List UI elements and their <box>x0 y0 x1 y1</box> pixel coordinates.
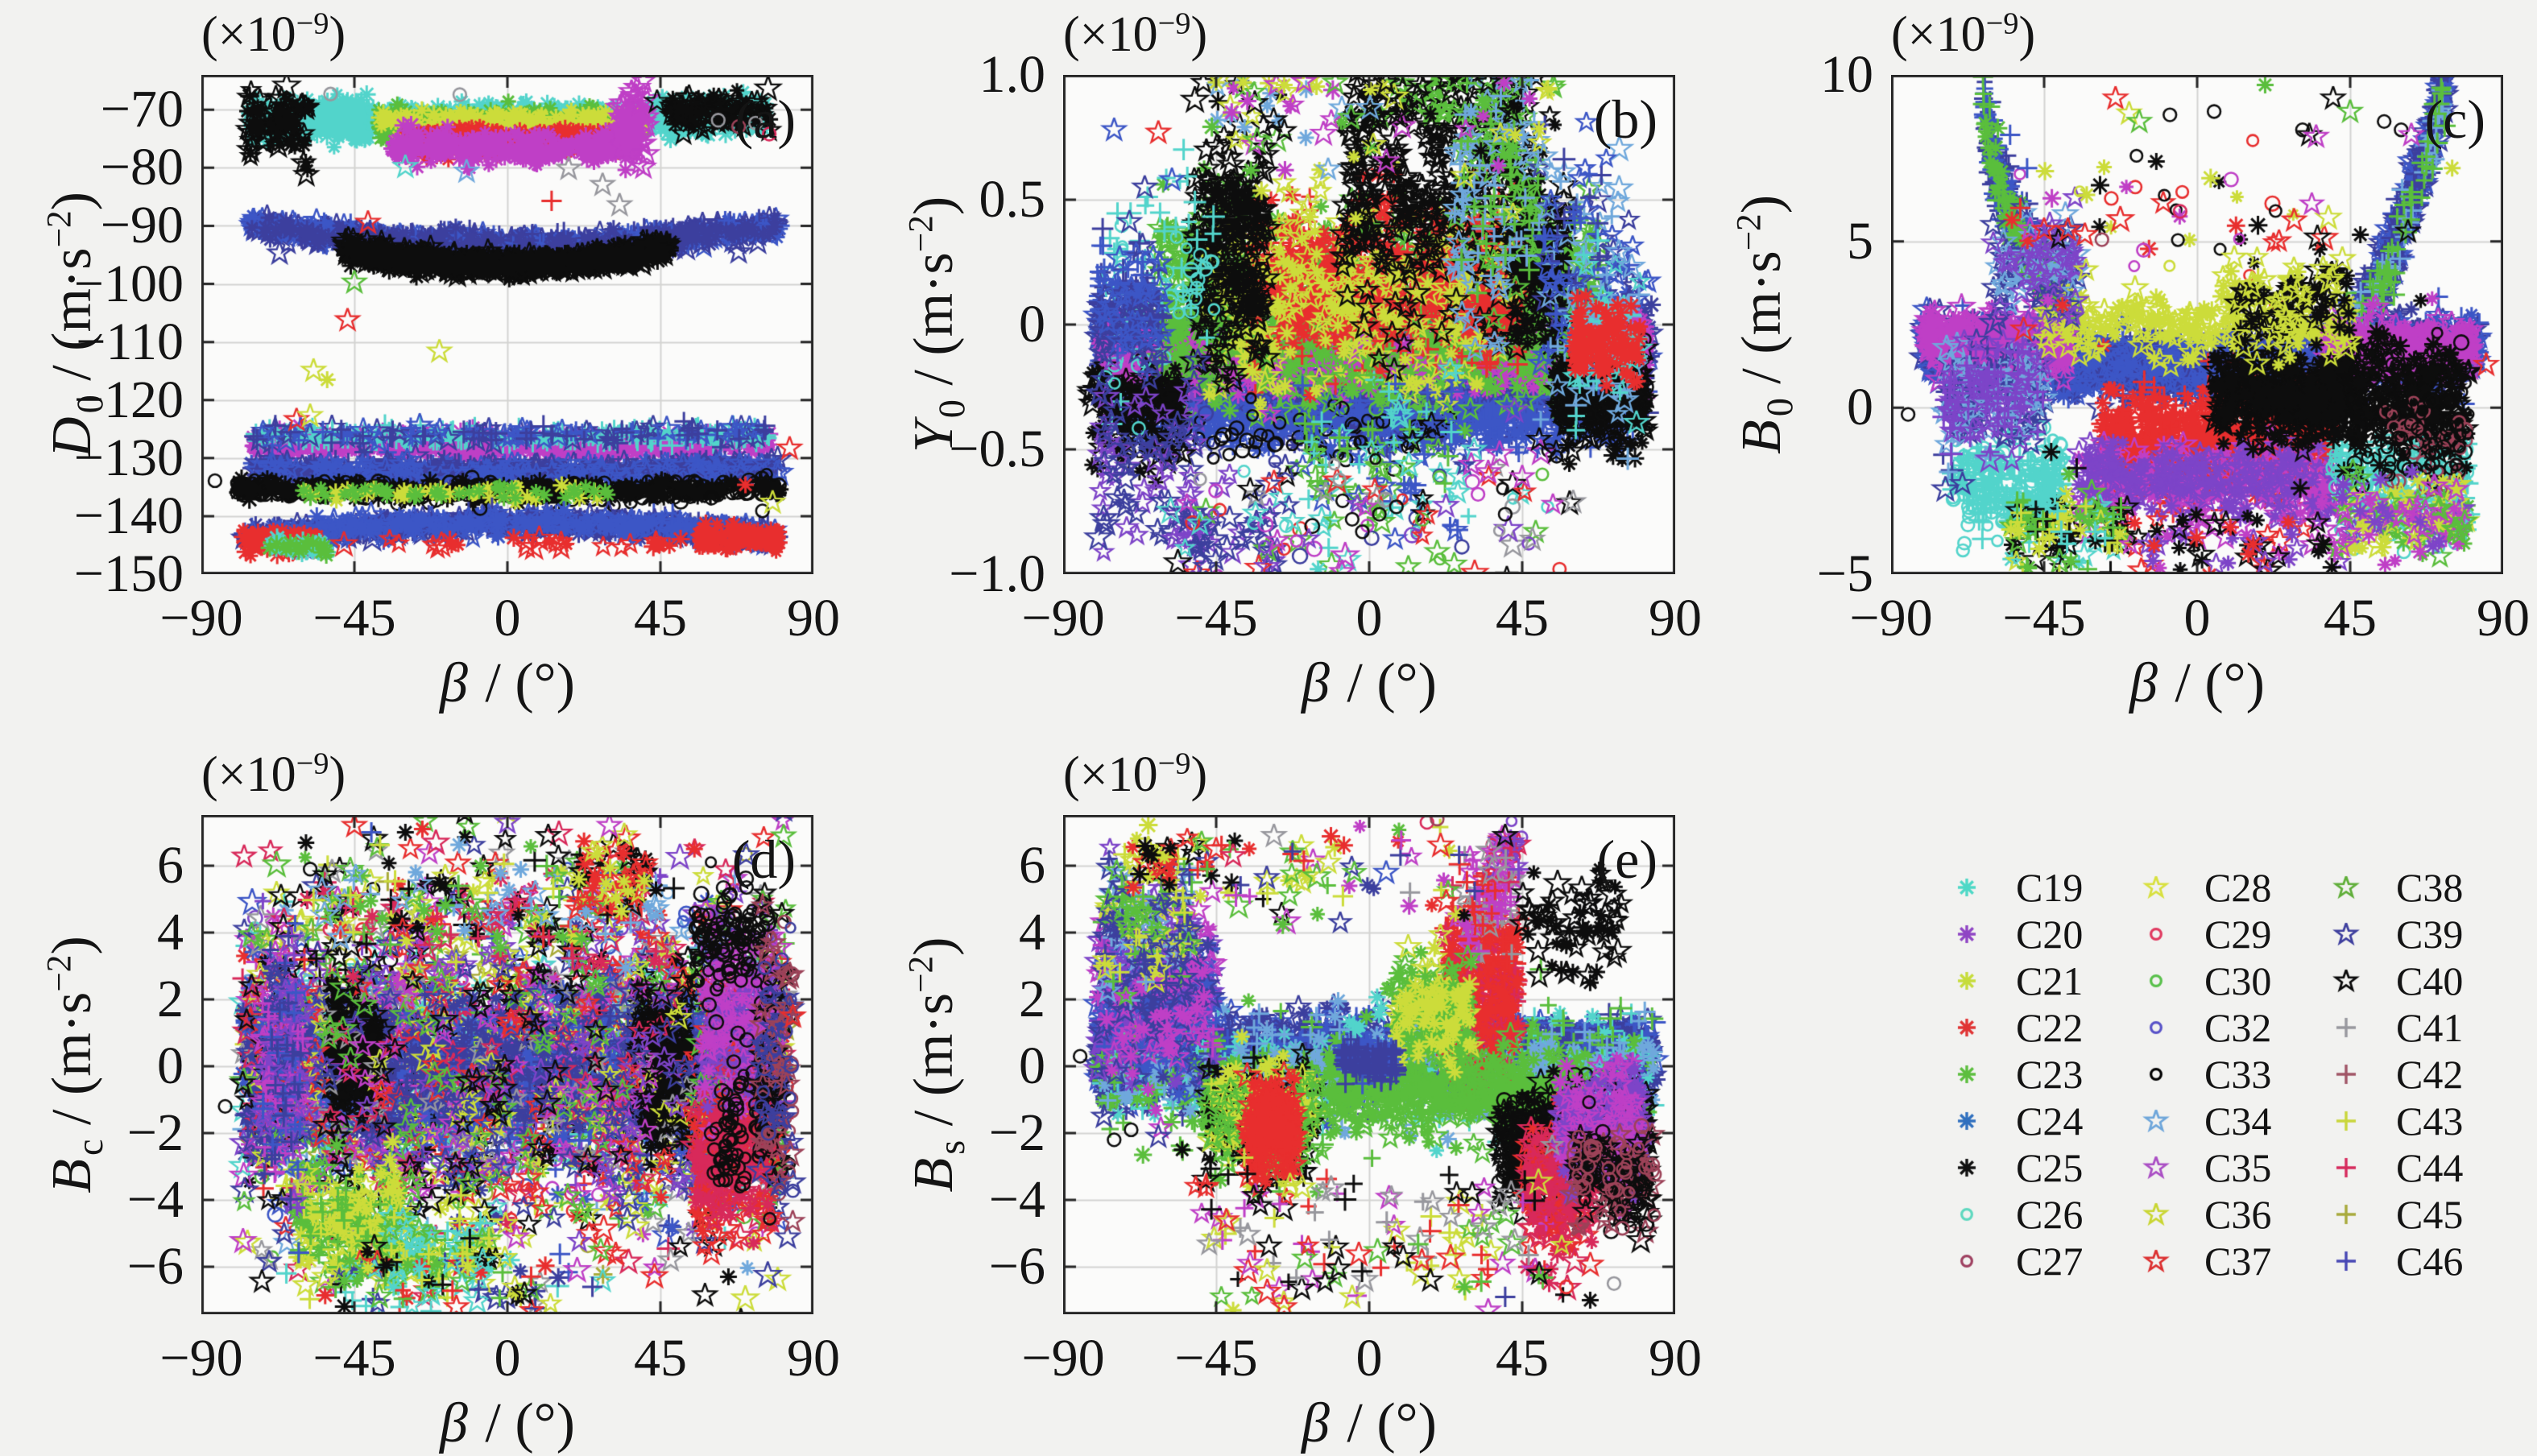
legend-item-label: C35 <box>2204 1145 2272 1190</box>
legend-marker-plus-icon <box>2328 1010 2364 1045</box>
legend-item-label: C39 <box>2396 912 2464 957</box>
legend-item-label: C26 <box>2016 1192 2084 1237</box>
legend-item-label: C36 <box>2204 1192 2272 1237</box>
legend-marker-pentagram-icon <box>2328 963 2364 999</box>
legend-marker-plus-icon <box>2328 1103 2364 1139</box>
legend-item-label: C37 <box>2204 1239 2272 1284</box>
legend-item-label: C43 <box>2396 1098 2464 1144</box>
legend-item-label: C45 <box>2396 1192 2464 1237</box>
legend-item-label: C40 <box>2396 958 2464 1003</box>
legend-item-label: C29 <box>2204 912 2272 957</box>
legend-marker-circle-icon <box>2138 1010 2174 1045</box>
legend-marker-circle-icon <box>2138 916 2174 952</box>
legend-item-label: C27 <box>2016 1239 2084 1284</box>
legend-item-label: C44 <box>2396 1145 2464 1190</box>
legend-item-label: C33 <box>2204 1052 2272 1097</box>
legend-item-label: C34 <box>2204 1098 2272 1144</box>
legend-marker-asterisk-icon <box>1949 1103 1984 1139</box>
legend-marker-pentagram-icon <box>2138 1197 2174 1232</box>
legend-item-label: C46 <box>2396 1239 2464 1284</box>
legend-marker-asterisk-icon <box>1949 1010 1984 1045</box>
legend-item-label: C41 <box>2396 1005 2464 1050</box>
legend-item-label: C21 <box>2016 958 2084 1003</box>
legend-marker-pentagram-icon <box>2138 1103 2174 1139</box>
legend-marker-asterisk-icon <box>1949 916 1984 952</box>
legend-marker-pentagram-icon <box>2328 870 2364 905</box>
legend-marker-circle-icon <box>2138 963 2174 999</box>
legend-marker-circle-icon <box>1949 1243 1984 1279</box>
legend-item-label: C22 <box>2016 1005 2084 1050</box>
legend-item-label: C32 <box>2204 1005 2272 1050</box>
legend-marker-circle-icon <box>1949 1197 1984 1232</box>
legend-marker-asterisk-icon <box>1949 1057 1984 1092</box>
legend-item-label: C25 <box>2016 1145 2084 1190</box>
legend-item-label: C23 <box>2016 1052 2084 1097</box>
legend-marker-circle-icon <box>2138 1057 2174 1092</box>
legend-item-label: C42 <box>2396 1052 2464 1097</box>
legend-marker-plus-icon <box>2328 1150 2364 1185</box>
legend-item-label: C19 <box>2016 865 2084 910</box>
legend-marker-asterisk-icon <box>1949 1150 1984 1185</box>
legend-item-label: C30 <box>2204 958 2272 1003</box>
legend-marker-plus-icon <box>2328 1197 2364 1232</box>
legend-marker-asterisk-icon <box>1949 870 1984 905</box>
legend-marker-pentagram-icon <box>2328 916 2364 952</box>
legend-item-label: C38 <box>2396 865 2464 910</box>
legend-marker-pentagram-icon <box>2138 870 2174 905</box>
legend-item-label: C20 <box>2016 912 2084 957</box>
legend-marker-asterisk-icon <box>1949 963 1984 999</box>
legend-marker-plus-icon <box>2328 1057 2364 1092</box>
legend-marker-plus-icon <box>2328 1243 2364 1279</box>
legend-marker-pentagram-icon <box>2138 1150 2174 1185</box>
legend-item-label: C28 <box>2204 865 2272 910</box>
legend-item-label: C24 <box>2016 1098 2084 1144</box>
legend-marker-pentagram-icon <box>2138 1243 2174 1279</box>
